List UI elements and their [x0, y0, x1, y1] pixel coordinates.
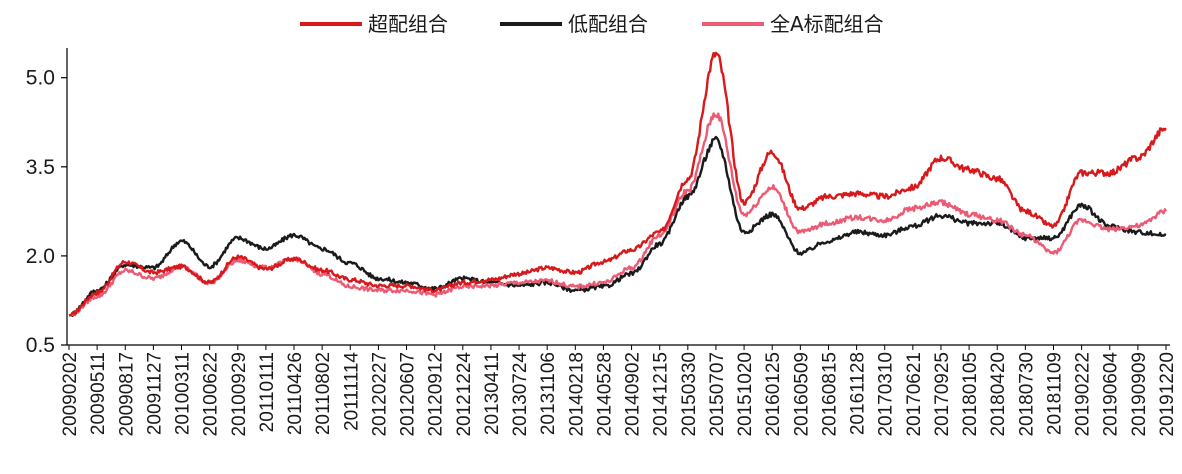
x-tick-label: 20150330 — [679, 352, 700, 437]
y-tick-label: 5.0 — [26, 67, 55, 90]
x-tick-label: 20120607 — [398, 352, 419, 437]
legend-label-2: 全A标配组合 — [770, 12, 884, 36]
x-tick-label: 20170310 — [876, 352, 897, 437]
x-tick-label: 20160509 — [791, 352, 812, 437]
axes — [66, 48, 1170, 346]
x-tick-label: 20090202 — [60, 352, 81, 437]
series-layer — [68, 51, 1168, 317]
x-tick-label: 20141215 — [651, 352, 672, 437]
x-tick-label: 20090511 — [88, 352, 109, 435]
x-ticks: 20090202 20090511 20090817 20091127 20100311… — [60, 345, 1178, 437]
x-tick-label: 20120912 — [426, 352, 447, 437]
x-tick-label: 20160125 — [763, 352, 784, 437]
series-line-0 — [68, 51, 1167, 317]
legend-label-0: 超配组合 — [368, 12, 448, 36]
y-tick-label: 2.0 — [26, 245, 55, 268]
x-tick-label: 20170925 — [932, 352, 953, 437]
x-tick-label: 20140528 — [594, 352, 615, 437]
x-tick-label: 20100929 — [229, 352, 250, 437]
x-tick-label: 20170621 — [904, 352, 925, 437]
legend-label-1: 低配组合 — [568, 12, 648, 36]
y-ticks: 0.5 2.0 3.5 5.0 — [26, 67, 67, 357]
x-tick-label: 20120227 — [369, 352, 390, 437]
legend: 超配组合 低配组合 全A标配组合 — [300, 12, 884, 36]
y-tick-label: 3.5 — [26, 156, 55, 179]
x-tick-label: 20190222 — [1073, 352, 1094, 437]
x-tick-label: 20181109 — [1044, 352, 1065, 435]
x-tick-label: 20130411 — [482, 352, 503, 435]
x-tick-label: 20180105 — [960, 352, 981, 437]
x-tick-label: 20150707 — [707, 352, 728, 437]
x-tick-label: 20110802 — [313, 352, 334, 435]
x-tick-label: 20151020 — [735, 352, 756, 437]
x-tick-label: 20121224 — [454, 352, 475, 437]
x-tick-label: 20131106 — [538, 352, 559, 435]
x-tick-label: 20100622 — [201, 352, 222, 437]
x-tick-label: 20190604 — [1101, 352, 1122, 437]
x-tick-label: 20090817 — [116, 352, 137, 437]
x-tick-label: 20111114 — [341, 352, 362, 431]
x-tick-label: 20140218 — [566, 352, 587, 437]
x-tick-label: 20180730 — [1016, 352, 1037, 437]
x-tick-label: 20180420 — [988, 352, 1009, 437]
x-tick-label: 20110426 — [285, 352, 306, 435]
x-tick-label: 20190909 — [1129, 352, 1150, 437]
x-tick-label: 20191220 — [1157, 352, 1178, 437]
x-tick-label: 20091127 — [144, 352, 165, 435]
series-line-1 — [68, 135, 1167, 317]
x-tick-label: 20130724 — [510, 352, 531, 437]
x-tick-label: 20100311 — [173, 352, 194, 435]
y-tick-label: 0.5 — [26, 334, 55, 357]
x-tick-label: 20140902 — [623, 352, 644, 437]
x-tick-label: 20160815 — [819, 352, 840, 437]
x-tick-label: 20161128 — [848, 352, 869, 435]
x-tick-label: 20110111 — [257, 352, 278, 432]
series-line-2 — [68, 112, 1168, 317]
